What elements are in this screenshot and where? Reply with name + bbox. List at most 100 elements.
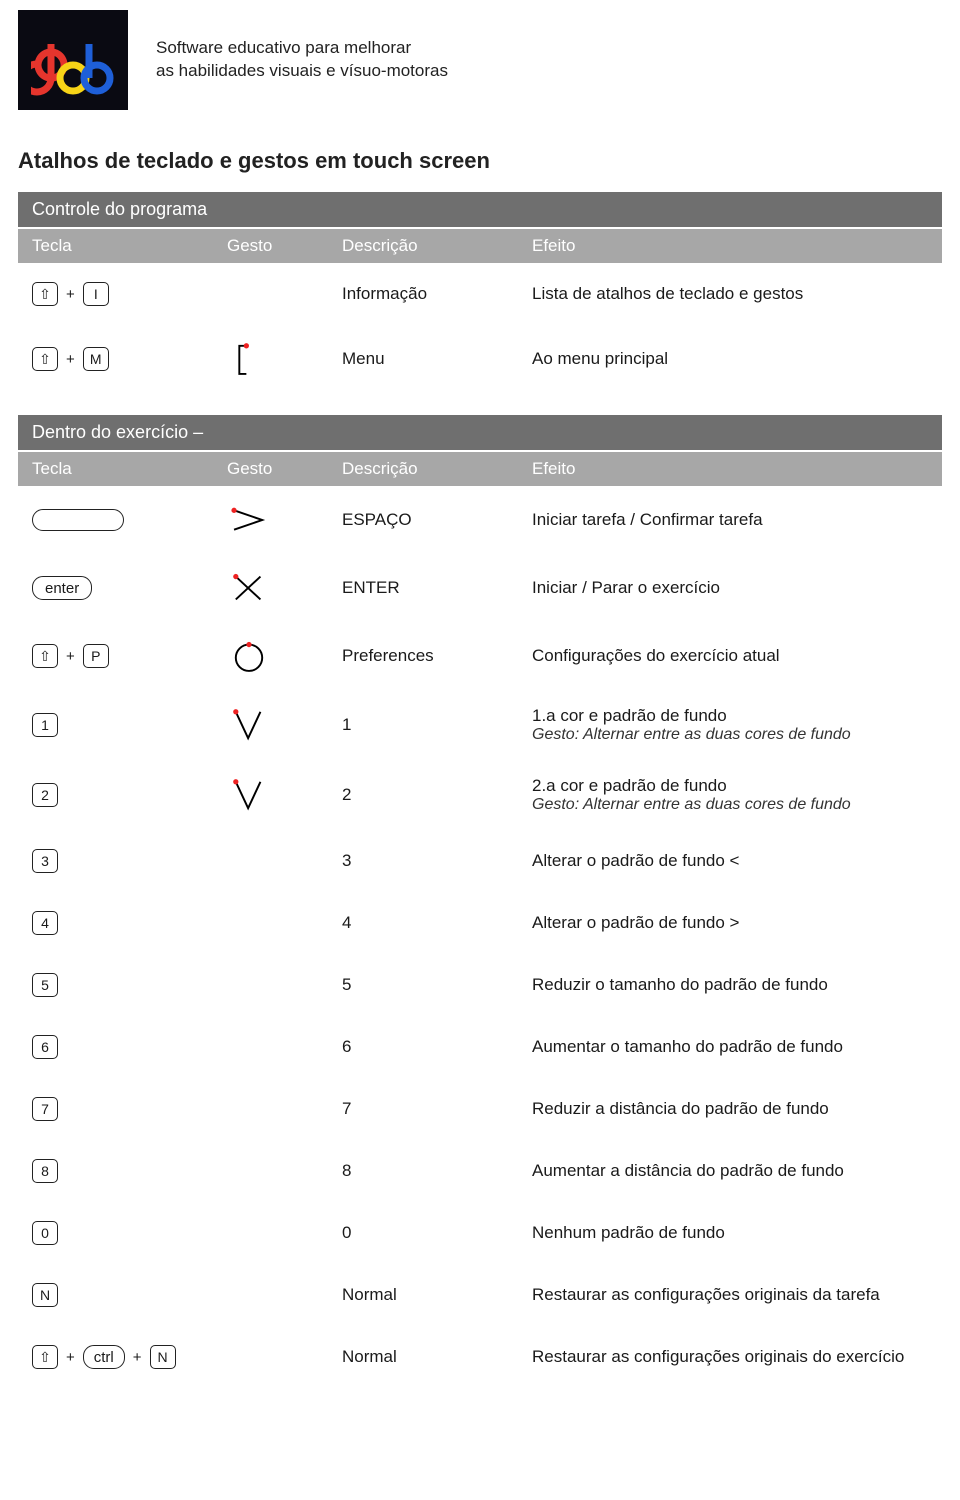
- table-row: ⇧+PPreferencesConfigurações do exercício…: [18, 622, 942, 690]
- table-row: NNormalRestaurar as configurações origin…: [18, 1264, 942, 1326]
- gesture-swipe-right: [227, 498, 271, 542]
- key-cell: 2: [32, 783, 227, 807]
- gesture-cell: [227, 566, 342, 610]
- effect-sub: Gesto: Alternar entre as duas cores de f…: [532, 796, 928, 814]
- description-cell: ESPAÇO: [342, 510, 532, 530]
- effect-cell: Aumentar o tamanho do padrão de fundo: [532, 1037, 928, 1057]
- column-header: TeclaGestoDescriçãoEfeito: [18, 229, 942, 263]
- key-cell: 0: [32, 1221, 227, 1245]
- key-N: N: [32, 1283, 58, 1307]
- key-cell: ⇧+ctrl+N: [32, 1345, 227, 1369]
- gesture-v-down: [227, 773, 271, 817]
- key-I: I: [83, 282, 109, 306]
- table-row: 00Nenhum padrão de fundo: [18, 1202, 942, 1264]
- effect-main: 2.a cor e padrão de fundo: [532, 776, 928, 796]
- key-enter: enter: [32, 576, 92, 600]
- effect-main: Reduzir o tamanho do padrão de fundo: [532, 975, 928, 995]
- description-cell: 6: [342, 1037, 532, 1057]
- table-row: enter ENTERIniciar / Parar o exercício: [18, 554, 942, 622]
- description-cell: Normal: [342, 1347, 532, 1367]
- description-cell: 5: [342, 975, 532, 995]
- effect-cell: Iniciar / Parar o exercício: [532, 578, 928, 598]
- effect-cell: 2.a cor e padrão de fundoGesto: Alternar…: [532, 776, 928, 814]
- table-row: ⇧+M MenuAo menu principal: [18, 325, 942, 393]
- description-cell: ENTER: [342, 578, 532, 598]
- table-row: ESPAÇOIniciar tarefa / Confirmar tarefa: [18, 486, 942, 554]
- plus-separator: +: [66, 1349, 75, 1366]
- plus-separator: +: [66, 286, 75, 303]
- table-row: ⇧+IInformaçãoLista de atalhos de teclado…: [18, 263, 942, 325]
- description-cell: Informação: [342, 284, 532, 304]
- table-row: 88Aumentar a distância do padrão de fund…: [18, 1140, 942, 1202]
- section-title: Controle do programa: [18, 192, 942, 227]
- plus-separator: +: [133, 1349, 142, 1366]
- effect-main: Nenhum padrão de fundo: [532, 1223, 928, 1243]
- gesture-cell: [227, 337, 342, 381]
- logo: [18, 10, 128, 110]
- key-ctrl: ctrl: [83, 1345, 125, 1369]
- key-cell: [32, 509, 227, 531]
- col-efeito: Efeito: [532, 236, 928, 256]
- table-row: 66Aumentar o tamanho do padrão de fundo: [18, 1016, 942, 1078]
- page-title: Atalhos de teclado e gestos em touch scr…: [18, 148, 942, 174]
- key-8: 8: [32, 1159, 58, 1183]
- tagline: Software educativo para melhorar as habi…: [156, 37, 448, 83]
- col-descricao: Descrição: [342, 236, 532, 256]
- gesture-bracket: [227, 337, 271, 381]
- table-row: 111.a cor e padrão de fundoGesto: Altern…: [18, 690, 942, 760]
- section-title: Dentro do exercício –: [18, 415, 942, 450]
- effect-cell: Reduzir o tamanho do padrão de fundo: [532, 975, 928, 995]
- key-4: 4: [32, 911, 58, 935]
- effect-main: Aumentar o tamanho do padrão de fundo: [532, 1037, 928, 1057]
- key-cell: N: [32, 1283, 227, 1307]
- tagline-line1: Software educativo para melhorar: [156, 37, 448, 60]
- effect-cell: 1.a cor e padrão de fundoGesto: Alternar…: [532, 706, 928, 744]
- col-tecla: Tecla: [32, 236, 227, 256]
- table-row: 44Alterar o padrão de fundo >: [18, 892, 942, 954]
- key-cell: 6: [32, 1035, 227, 1059]
- key-2: 2: [32, 783, 58, 807]
- key-7: 7: [32, 1097, 58, 1121]
- key-space: [32, 509, 124, 531]
- effect-main: Restaurar as configurações originais do …: [532, 1347, 928, 1367]
- logo-svg: [31, 36, 115, 96]
- gesture-circle: [227, 634, 271, 678]
- gesture-cell: [227, 634, 342, 678]
- key-cell: 8: [32, 1159, 227, 1183]
- col-tecla: Tecla: [32, 459, 227, 479]
- table-row: 55Reduzir o tamanho do padrão de fundo: [18, 954, 942, 1016]
- effect-main: Alterar o padrão de fundo <: [532, 851, 928, 871]
- sections-container: Controle do programaTeclaGestoDescriçãoE…: [18, 192, 942, 1388]
- effect-cell: Aumentar a distância do padrão de fundo: [532, 1161, 928, 1181]
- table-row: 33Alterar o padrão de fundo <: [18, 830, 942, 892]
- table-row: ⇧+ctrl+NNormalRestaurar as configurações…: [18, 1326, 942, 1388]
- description-cell: 4: [342, 913, 532, 933]
- col-descricao: Descrição: [342, 459, 532, 479]
- key-cell: ⇧+M: [32, 347, 227, 371]
- effect-main: 1.a cor e padrão de fundo: [532, 706, 928, 726]
- effect-main: Lista de atalhos de teclado e gestos: [532, 284, 928, 304]
- key-5: 5: [32, 973, 58, 997]
- plus-separator: +: [66, 648, 75, 665]
- key-6: 6: [32, 1035, 58, 1059]
- effect-main: Restaurar as configurações originais da …: [532, 1285, 928, 1305]
- col-gesto: Gesto: [227, 236, 342, 256]
- effect-cell: Ao menu principal: [532, 349, 928, 369]
- effect-cell: Lista de atalhos de teclado e gestos: [532, 284, 928, 304]
- effect-main: Iniciar tarefa / Confirmar tarefa: [532, 510, 928, 530]
- key-0: 0: [32, 1221, 58, 1245]
- description-cell: 7: [342, 1099, 532, 1119]
- effect-main: Configurações do exercício atual: [532, 646, 928, 666]
- gesture-cell: [227, 773, 342, 817]
- key-cell: 4: [32, 911, 227, 935]
- key-cell: 3: [32, 849, 227, 873]
- effect-cell: Alterar o padrão de fundo <: [532, 851, 928, 871]
- effect-main: Ao menu principal: [532, 349, 928, 369]
- description-cell: 1: [342, 715, 532, 735]
- key-cell: enter: [32, 576, 227, 600]
- key-cell: ⇧+P: [32, 644, 227, 668]
- description-cell: Menu: [342, 349, 532, 369]
- effect-cell: Restaurar as configurações originais da …: [532, 1285, 928, 1305]
- effect-cell: Configurações do exercício atual: [532, 646, 928, 666]
- effect-main: Iniciar / Parar o exercício: [532, 578, 928, 598]
